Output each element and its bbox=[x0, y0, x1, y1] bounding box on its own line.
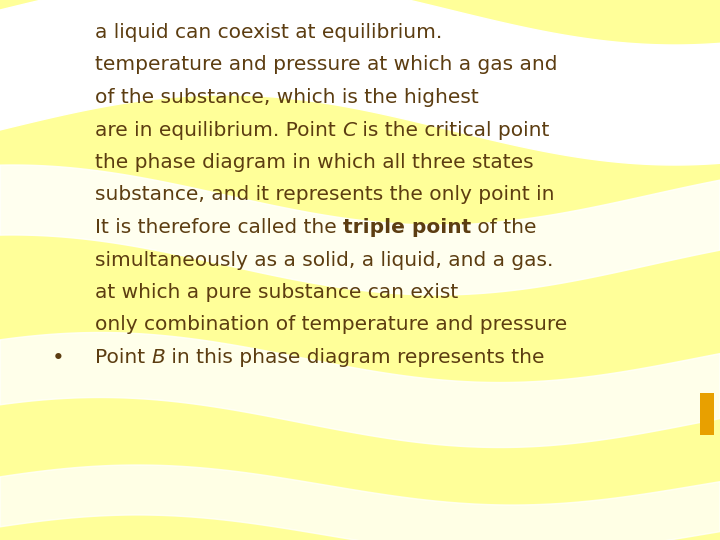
Text: triple point: triple point bbox=[343, 218, 472, 237]
Text: of the substance, which is the highest: of the substance, which is the highest bbox=[95, 88, 479, 107]
Text: substance, and it represents the only point in: substance, and it represents the only po… bbox=[95, 186, 554, 205]
Text: only combination of temperature and pressure: only combination of temperature and pres… bbox=[95, 315, 567, 334]
Text: a liquid can coexist at equilibrium.: a liquid can coexist at equilibrium. bbox=[95, 23, 442, 42]
Text: at which a pure substance can exist: at which a pure substance can exist bbox=[95, 283, 458, 302]
Text: is the critical point: is the critical point bbox=[356, 120, 549, 139]
Text: are in equilibrium. Point: are in equilibrium. Point bbox=[95, 120, 342, 139]
Text: B: B bbox=[151, 348, 166, 367]
Text: in this phase diagram represents the: in this phase diagram represents the bbox=[166, 348, 545, 367]
Text: temperature and pressure at which a gas and: temperature and pressure at which a gas … bbox=[95, 56, 557, 75]
Text: C: C bbox=[342, 120, 356, 139]
Text: of the: of the bbox=[472, 218, 537, 237]
Text: It is therefore called the: It is therefore called the bbox=[95, 218, 343, 237]
Bar bbox=[700, 393, 714, 435]
Text: Point: Point bbox=[95, 348, 151, 367]
Text: •: • bbox=[52, 348, 65, 368]
Text: simultaneously as a solid, a liquid, and a gas.: simultaneously as a solid, a liquid, and… bbox=[95, 251, 554, 269]
Text: the phase diagram in which all three states: the phase diagram in which all three sta… bbox=[95, 153, 534, 172]
